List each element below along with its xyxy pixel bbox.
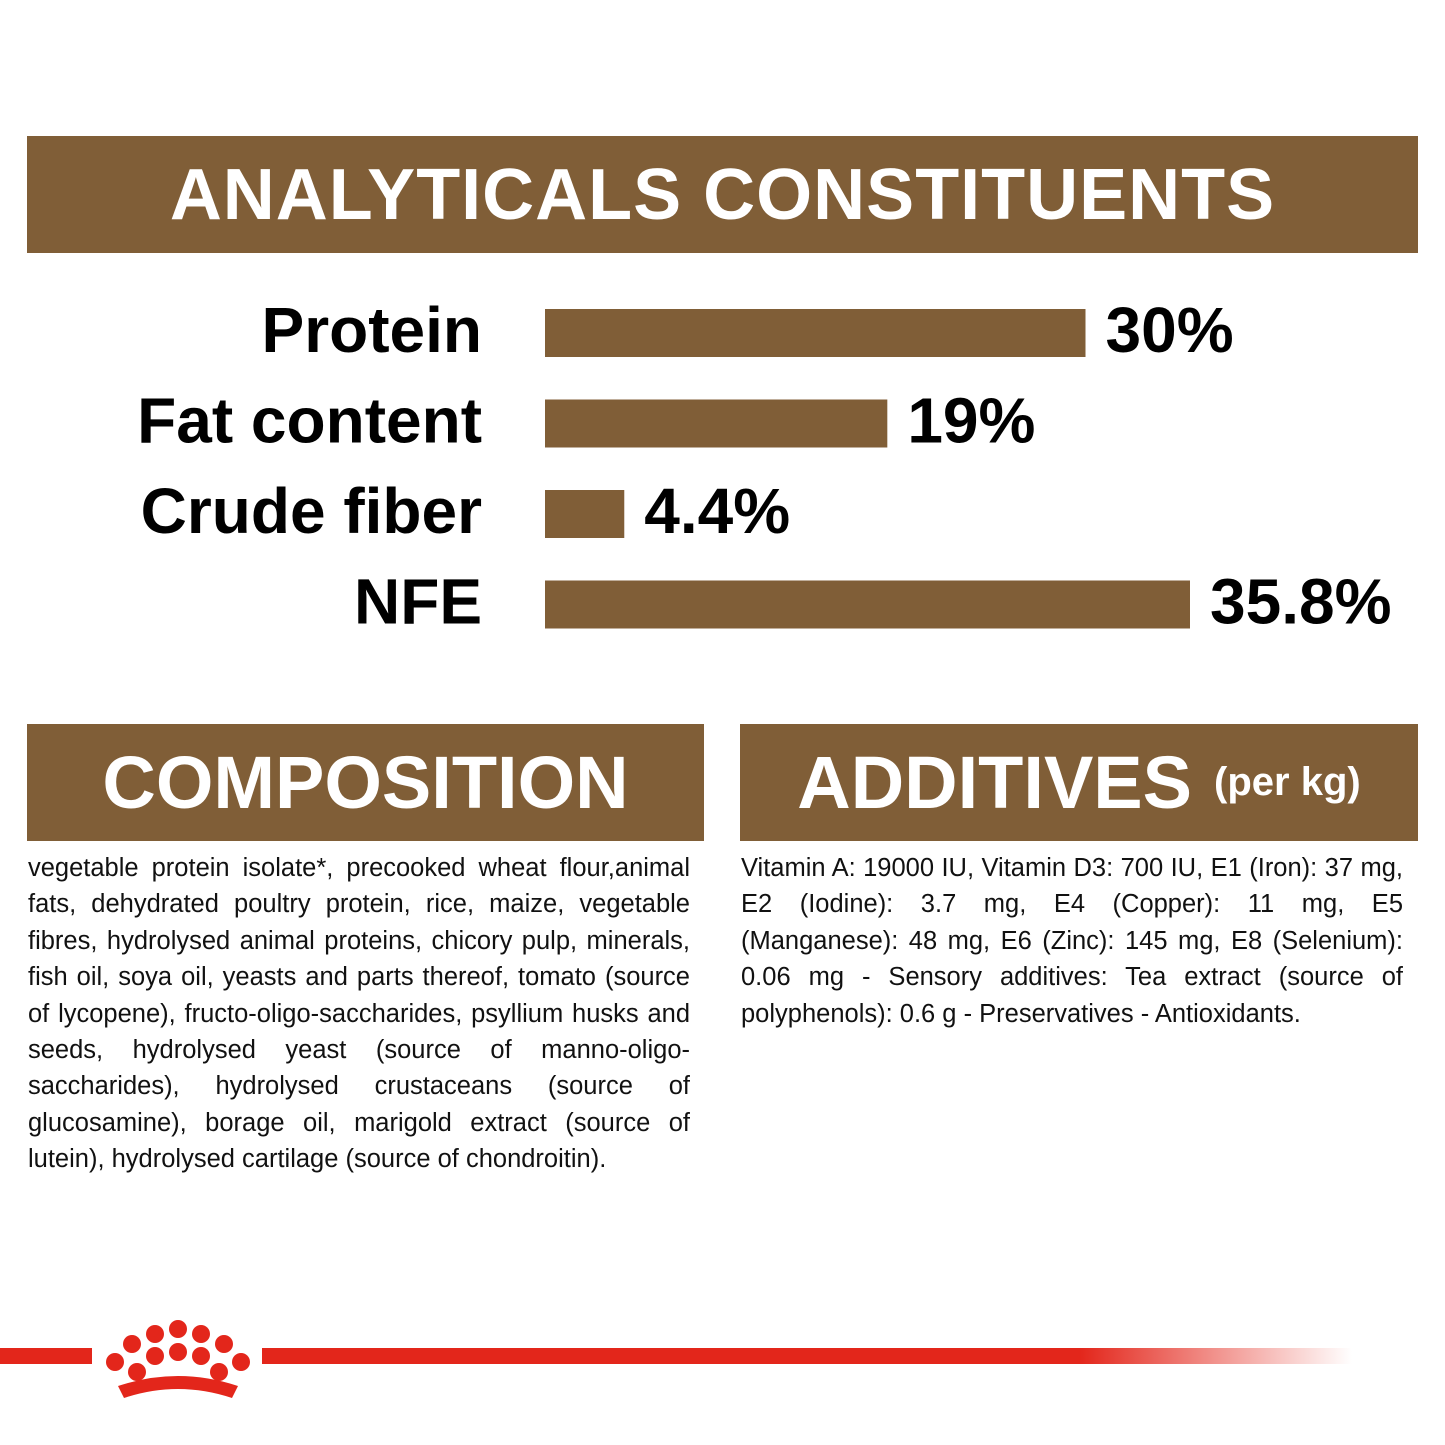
title-band: ANALYTICALS CONSTITUENTS <box>27 136 1418 253</box>
value-label: 30% <box>1106 294 1234 366</box>
additives-band: ADDITIVES (per kg) <box>740 724 1418 841</box>
additives-text: Vitamin A: 19000 IU, Vitamin D3: 700 IU,… <box>741 854 1403 1028</box>
bar <box>545 309 1086 357</box>
crown-logo <box>106 1320 250 1398</box>
additives-heading: ADDITIVES <box>797 741 1193 824</box>
bar <box>545 580 1190 629</box>
category-label: Protein <box>262 294 482 366</box>
brand-line-right <box>262 1348 1352 1364</box>
chart-title: ANALYTICALS CONSTITUENTS <box>169 154 1276 235</box>
brand-footer <box>0 1320 1352 1398</box>
category-label: Crude fiber <box>141 475 482 547</box>
additives-unit: (per kg) <box>1214 760 1361 804</box>
composition-band: COMPOSITION <box>27 724 704 841</box>
value-label: 19% <box>907 384 1035 456</box>
value-label: 35.8% <box>1210 565 1391 637</box>
composition-heading: COMPOSITION <box>102 741 629 824</box>
bar <box>545 399 888 448</box>
composition-text: vegetable protein isolate*, precooked wh… <box>28 854 690 1174</box>
chart: Protein 30% Fat content 19% Crude fiber 4.4% N… <box>137 294 1391 638</box>
bar <box>545 490 625 538</box>
value-label: 4.4% <box>644 475 790 547</box>
brand-line-left <box>0 1348 92 1364</box>
category-label: Fat content <box>137 384 482 456</box>
category-label: NFE <box>354 565 482 637</box>
